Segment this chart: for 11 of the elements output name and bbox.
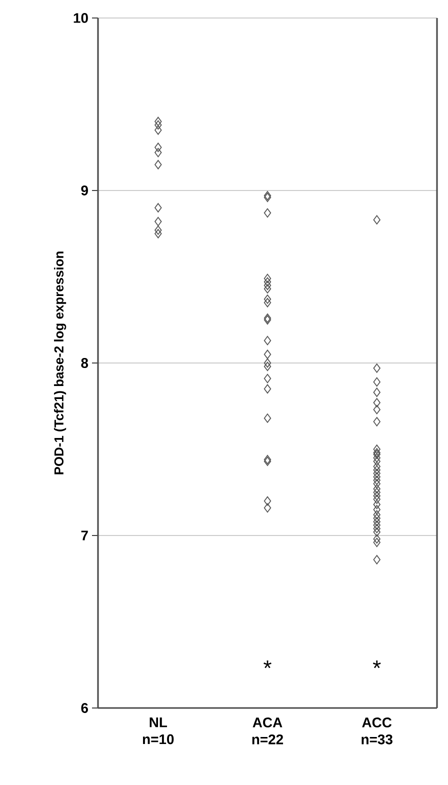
y-tick-label: 7: [81, 530, 88, 540]
y-axis-title: POD-1 (Tcf21) base-2 log expression: [54, 252, 66, 474]
y-tick-label: 10: [74, 13, 88, 23]
y-tick-label: 8: [81, 358, 88, 368]
x-tick-label: ACC n=33: [362, 718, 392, 744]
annotation: *: [264, 660, 272, 668]
x-tick-label: ACA n=22: [252, 718, 284, 744]
x-tick-label: NL n=10: [142, 718, 174, 744]
y-tick-label: 9: [81, 186, 88, 196]
y-tick-label: 6: [81, 703, 88, 713]
annotation: *: [372, 660, 381, 668]
